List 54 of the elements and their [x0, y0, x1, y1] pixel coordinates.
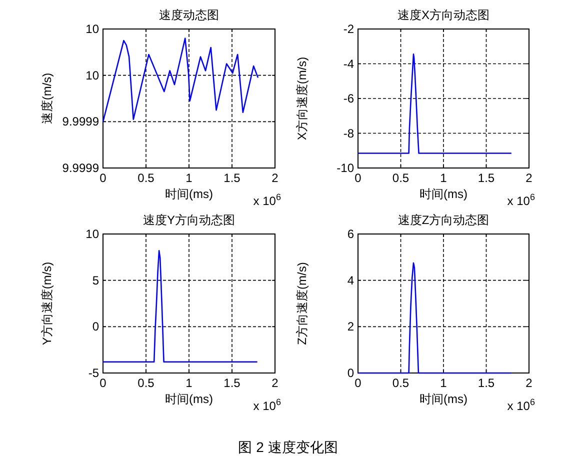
text: x 10$^{6}$	[507, 397, 535, 413]
caption: 图 2 速度变化图	[238, 439, 338, 455]
x-axis-title: 时间(ms)	[165, 392, 213, 406]
x-tick-label: 1	[186, 376, 193, 390]
y-tick-label: 10	[86, 22, 100, 36]
x-axis-title: 时间(ms)	[420, 187, 468, 201]
y-tick-label: 10	[86, 68, 100, 82]
x-tick-label: 1	[440, 171, 448, 185]
y-axis-title: Y方向速度(m/s)	[40, 262, 54, 346]
text: x 10$^{6}$	[253, 397, 281, 413]
x-tick-label: 0.5	[392, 376, 410, 390]
line-series	[102, 250, 258, 363]
y-axis-title: Z方向速度(m/s)	[295, 262, 309, 345]
chart-title: 速度动态图	[159, 8, 219, 22]
x-axis-title: 时间(ms)	[165, 187, 213, 201]
x-tick-label: 2	[272, 376, 279, 390]
chart-title: 速度X方向动态图	[397, 8, 490, 22]
line-series	[357, 262, 512, 374]
y-tick-label: -10	[336, 161, 354, 175]
x-tick-label: 1	[186, 171, 193, 185]
x-tick-label: 1.5	[224, 376, 241, 390]
x-tick-label: 0.5	[138, 376, 155, 390]
text: x 10$^{6}$	[507, 192, 535, 208]
y-tick-label: -4	[343, 56, 354, 71]
x-tick-label: 2	[526, 376, 533, 390]
y-tick-label: 0	[347, 366, 354, 380]
y-tick-label: 5	[92, 273, 100, 288]
line-series	[102, 38, 259, 122]
y-tick-label: 4	[347, 273, 354, 288]
y-tick-label: 2	[347, 320, 354, 334]
chart-title: 速度Z方向动态图	[398, 213, 490, 227]
x-tick-label: 1.5	[478, 376, 495, 390]
x-tick-label: 0.5	[392, 171, 410, 185]
y-tick-label: -2	[343, 22, 354, 36]
y-tick-label: 9.9999	[62, 114, 100, 129]
y-tick-label: 9.9999	[62, 161, 100, 175]
y-axis-title: X方向速度(m/s)	[295, 56, 309, 140]
x-axis-title: 时间(ms)	[420, 392, 468, 406]
x-tick-label: 2	[526, 171, 533, 185]
y-tick-label: -6	[343, 92, 354, 106]
line-series	[357, 54, 512, 154]
x-tick-label: 2	[272, 171, 279, 185]
x-tick-label: 1.5	[478, 171, 495, 185]
y-tick-label: -5	[88, 366, 100, 380]
y-tick-label: -8	[343, 126, 354, 140]
y-tick-label: 10	[86, 227, 100, 241]
x-tick-label: 0.5	[138, 171, 155, 185]
text: x 10$^{6}$	[253, 192, 281, 208]
x-tick-label: 1	[440, 376, 448, 390]
y-axis-title: 速度(m/s)	[40, 72, 54, 124]
y-tick-label: 6	[347, 227, 354, 241]
chart-title: 速度Y方向动态图	[142, 213, 236, 227]
y-tick-label: 0	[92, 320, 100, 334]
x-tick-label: 1.5	[224, 171, 241, 185]
